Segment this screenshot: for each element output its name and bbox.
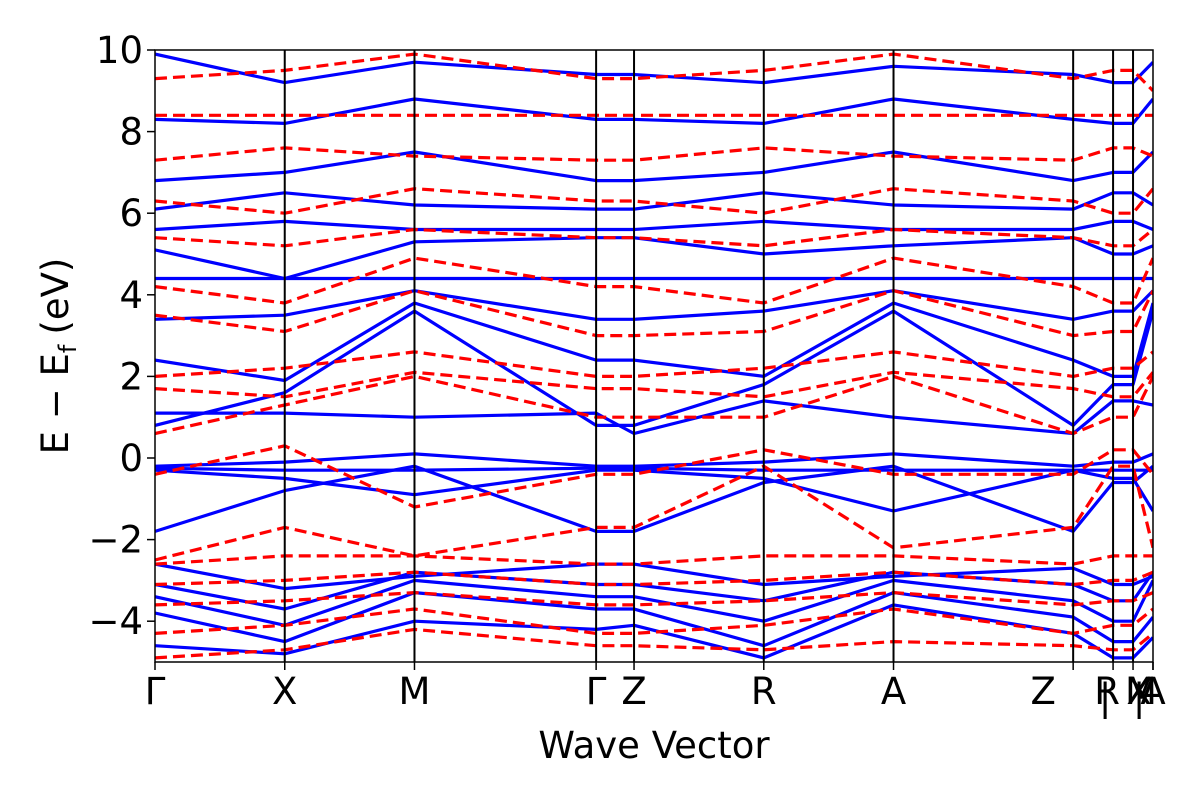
y-tick-label: 6 [119,192,143,235]
dashed-band-line-0 [155,627,1153,660]
dashed-band-line-12 [155,227,1153,248]
y-axis-ticks: −4 −2 0 2 4 6 8 10 [88,29,155,643]
x-tick-label-2: M [399,670,431,713]
x-axis-title: Wave Vector [538,724,770,767]
dashed-band-line-3 [155,570,1153,587]
x-tick-separator-0: | [1099,676,1111,719]
y-tick-label: 2 [119,355,143,398]
dashed-band-line-1 [155,607,1153,635]
y-axis-title-unit: (eV) [34,258,77,335]
x-tick-label-8: R [1094,670,1120,713]
dashed-band-line-9 [155,350,1153,378]
dashed-band-line-14 [155,146,1153,162]
y-tick-label: 0 [119,437,143,480]
y-tick-label: 8 [119,111,143,154]
x-tick-label-3: Γ [586,670,607,713]
dashed-band-line-2 [155,591,1153,607]
y-axis-title: E − Ef (eV) [34,258,82,455]
x-axis-ticks: Γ X M Γ Z R A Z R XMA| | [145,662,1166,719]
x-tick-label-6: A [881,670,906,713]
y-tick-label: −4 [88,600,143,643]
x-tick-label-4: Z [621,670,646,713]
x-tick-label-9: X [1126,670,1151,713]
y-tick-label: −2 [88,519,143,562]
x-tick-separator-1: | [1133,676,1145,719]
x-tick-label-5: R [751,670,777,713]
x-tick-label-1: X [272,670,297,713]
x-tick-label-7: Z [1030,670,1055,713]
x-tick-label-0: Γ [145,670,166,713]
dashed-band-line-4 [155,554,1153,566]
y-tick-label: 10 [96,29,143,72]
k-point-lines [283,50,1135,662]
x-tick-label-10: M [1125,670,1157,713]
y-tick-label: 4 [119,274,143,317]
y-axis-title-main: E − E [34,353,77,454]
x-tick-label-11: A [1140,670,1165,713]
dashed-band-line-16 [155,52,1153,92]
plot-frame [154,49,1154,663]
y-axis-title-subscript: f [54,344,82,353]
